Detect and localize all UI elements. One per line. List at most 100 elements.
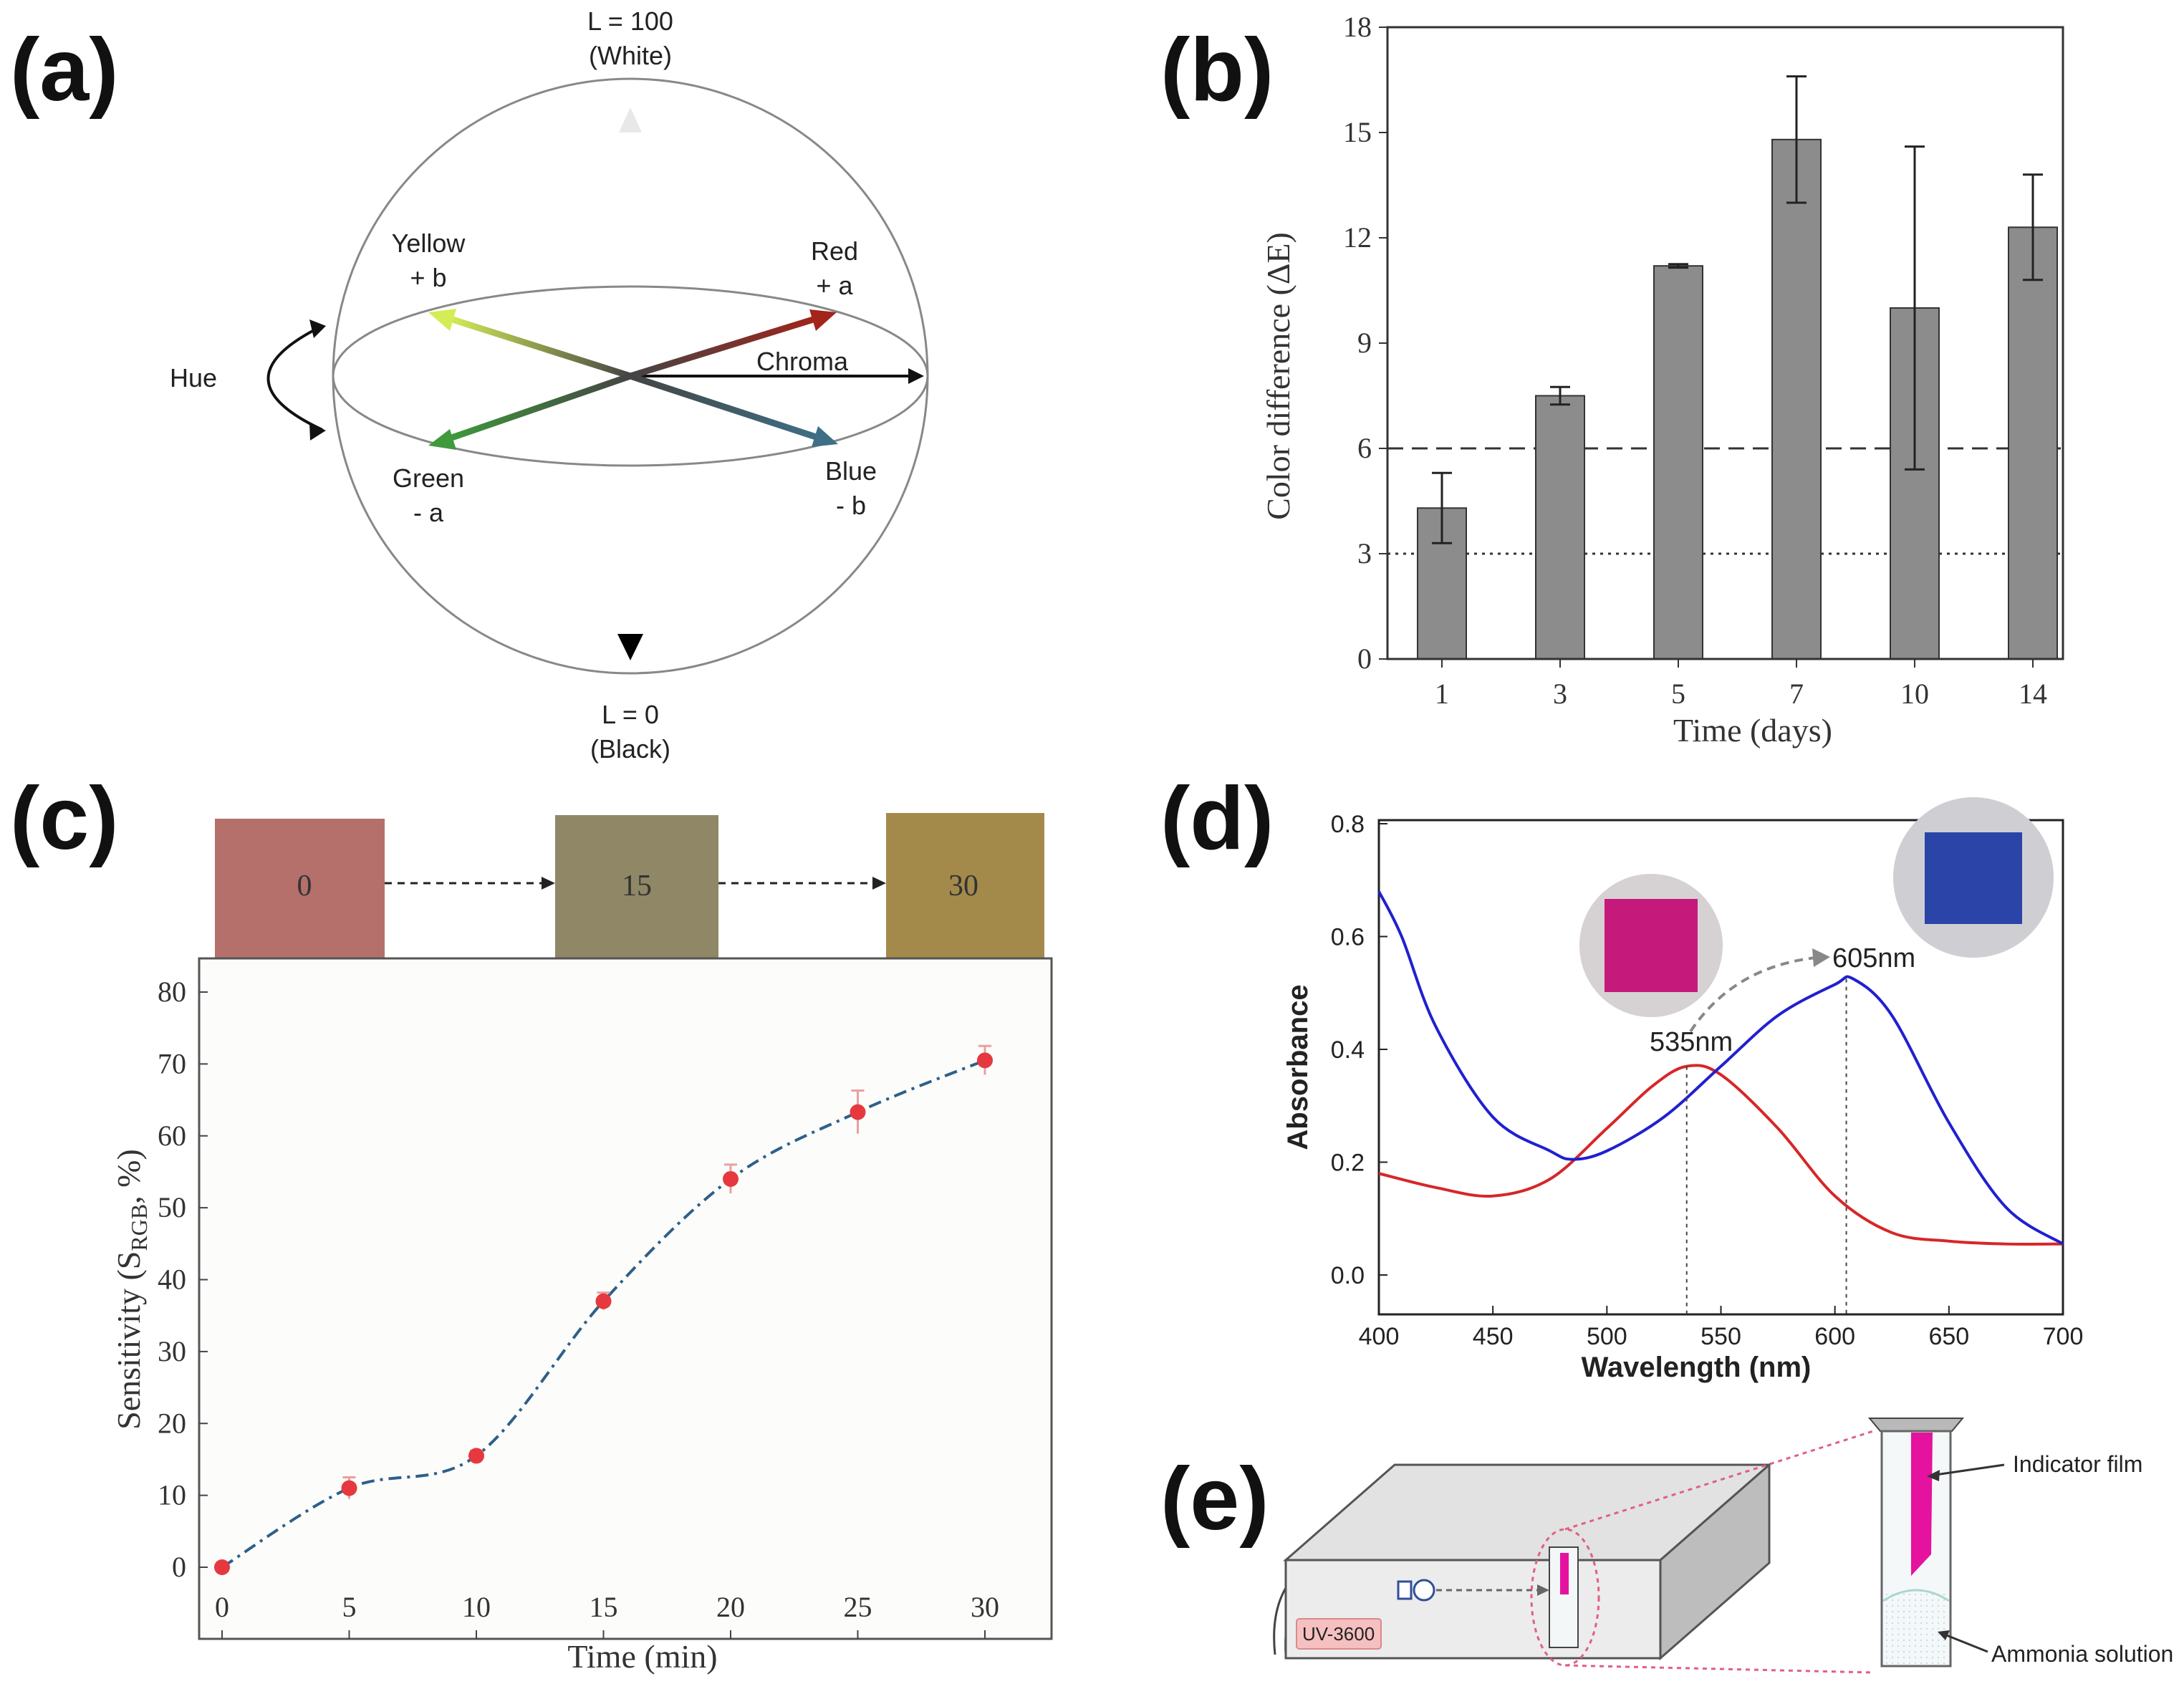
arrowhead-chroma bbox=[908, 368, 924, 384]
b-x-tick-14: 14 bbox=[2019, 678, 2047, 710]
yellow-arrow bbox=[444, 314, 632, 380]
red-label: Red bbox=[811, 236, 858, 266]
c-point-15 bbox=[595, 1293, 612, 1309]
arrowhead-green bbox=[428, 429, 456, 450]
black-label: (Black) bbox=[590, 734, 670, 764]
ammonia-solution-label: Ammonia solution bbox=[1991, 1641, 2173, 1667]
magenta-film-square bbox=[1605, 899, 1698, 992]
c-x-tick-0: 0 bbox=[215, 1591, 229, 1623]
d-x-tick-550: 550 bbox=[1700, 1323, 1741, 1350]
b-bar-3 bbox=[1535, 395, 1585, 660]
c-y-tick-60: 60 bbox=[158, 1120, 186, 1152]
zoom-circle bbox=[1530, 1528, 1600, 1667]
swatch-15 bbox=[555, 815, 718, 962]
b-y-tick-15: 15 bbox=[1343, 116, 1372, 148]
panel-e-label: (e) bbox=[1160, 1450, 1269, 1549]
b-x-tick-7: 7 bbox=[1789, 678, 1804, 710]
shift-arrow bbox=[1689, 956, 1817, 1033]
d-y-tick-0.4: 0.4 bbox=[1331, 1036, 1365, 1064]
hue-arrowhead-top bbox=[309, 319, 326, 338]
c-x-tick-5: 5 bbox=[342, 1591, 357, 1623]
c-y-tick-40: 40 bbox=[158, 1264, 186, 1296]
c-y-tick-20: 20 bbox=[158, 1407, 186, 1439]
b-y-tick-0: 0 bbox=[1357, 643, 1372, 675]
swatch-arrowhead-1 bbox=[542, 877, 555, 890]
panel-d: (d) Wavelength (nm) Absorbance 535nm 605… bbox=[1160, 769, 2083, 1383]
panel-c-label: (c) bbox=[10, 769, 119, 868]
arrowhead-black bbox=[617, 634, 643, 660]
c-point-30 bbox=[977, 1052, 993, 1069]
d-x-tick-500: 500 bbox=[1587, 1323, 1627, 1350]
hue-label: Hue bbox=[170, 363, 217, 393]
d-y-tick-0.8: 0.8 bbox=[1331, 811, 1365, 838]
swatch-30 bbox=[886, 813, 1044, 962]
peak-535-label: 535nm bbox=[1650, 1027, 1733, 1057]
c-y-tick-10: 10 bbox=[158, 1479, 186, 1511]
hue-arrowhead-bottom bbox=[309, 423, 326, 441]
shift-arrowhead bbox=[1812, 948, 1830, 967]
d-y-tick-0.2: 0.2 bbox=[1331, 1150, 1365, 1177]
chroma-label: Chroma bbox=[756, 347, 849, 376]
c-y-tick-30: 30 bbox=[158, 1335, 186, 1367]
b-x-tick-10: 10 bbox=[1900, 678, 1929, 710]
panel-a-label: (a) bbox=[10, 21, 119, 120]
panel-c: (c) 0 15 30 Time (min) Sensitivity (SRGB… bbox=[10, 769, 1053, 1675]
b-bar-7 bbox=[1771, 138, 1822, 660]
white-label: (White) bbox=[589, 41, 672, 70]
c-x-tick-25: 25 bbox=[844, 1591, 872, 1623]
green-label: Green bbox=[393, 463, 464, 493]
c-y-tick-70: 70 bbox=[158, 1047, 186, 1079]
d-series-0 bbox=[1378, 1064, 2064, 1246]
green-a-label: - a bbox=[413, 498, 444, 527]
panel-e: (e) UV-3600 Indicator film Ammonia solut… bbox=[1160, 1418, 2173, 1674]
peak-605-label: 605nm bbox=[1832, 943, 1915, 973]
yellow-b-label: + b bbox=[410, 263, 446, 292]
arrowhead-yellow bbox=[428, 309, 456, 331]
blue-film-square bbox=[1925, 832, 2022, 924]
solution-meniscus bbox=[1882, 1589, 1950, 1602]
b-x-axis-label: Time (days) bbox=[1673, 712, 1832, 749]
cuvette-cap bbox=[1867, 1418, 1965, 1432]
b-x-tick-5: 5 bbox=[1671, 678, 1685, 710]
c-y-tick-0: 0 bbox=[172, 1551, 186, 1583]
d-x-tick-400: 400 bbox=[1359, 1323, 1400, 1350]
blue-arrow bbox=[629, 372, 822, 442]
c-point-0 bbox=[214, 1559, 230, 1575]
c-plot-frame bbox=[198, 957, 1053, 1640]
c-x-tick-30: 30 bbox=[971, 1591, 999, 1623]
light-source bbox=[1397, 1580, 1413, 1600]
d-y-tick-0.6: 0.6 bbox=[1331, 924, 1365, 951]
d-x-tick-600: 600 bbox=[1814, 1323, 1855, 1350]
arrowhead-blue bbox=[812, 426, 838, 447]
panel-b-label: (b) bbox=[1160, 21, 1274, 120]
d-x-tick-650: 650 bbox=[1928, 1323, 1969, 1350]
d-y-tick-0.0: 0.0 bbox=[1331, 1262, 1365, 1289]
c-point-20 bbox=[723, 1170, 739, 1187]
arrowhead-red bbox=[809, 309, 837, 331]
b-bar-14 bbox=[2008, 226, 2058, 660]
blue-label: Blue bbox=[825, 456, 877, 486]
small-film bbox=[1560, 1553, 1569, 1594]
zoom-line-bottom bbox=[1564, 1664, 1874, 1674]
ammonia-solution bbox=[1883, 1594, 1949, 1665]
zoom-line-top bbox=[1564, 1430, 1874, 1531]
c-x-tick-15: 15 bbox=[590, 1591, 618, 1623]
light-beam-arrowhead bbox=[1537, 1584, 1549, 1596]
c-y-tick-50: 50 bbox=[158, 1191, 186, 1223]
red-a-label: + a bbox=[816, 271, 853, 300]
swatch-arrowhead-2 bbox=[872, 877, 886, 890]
indicator-film bbox=[1911, 1433, 1933, 1576]
c-point-25 bbox=[850, 1104, 866, 1120]
panel-a: (a) L = 100 (White) L = 0 (Black) Yellow… bbox=[10, 6, 929, 764]
swatch-0-label: 0 bbox=[297, 870, 312, 903]
b-x-tick-1: 1 bbox=[1435, 678, 1449, 710]
c-point-10 bbox=[468, 1448, 484, 1464]
hue-curve bbox=[266, 325, 323, 431]
arrowhead-white bbox=[619, 107, 642, 133]
d-x-axis-label: Wavelength (nm) bbox=[1582, 1352, 1812, 1383]
b-x-tick-3: 3 bbox=[1553, 678, 1567, 710]
panel-b: (b) Color difference (ΔE) Time (days) 1 3… bbox=[1160, 11, 2064, 749]
b-bar-5 bbox=[1653, 265, 1703, 660]
